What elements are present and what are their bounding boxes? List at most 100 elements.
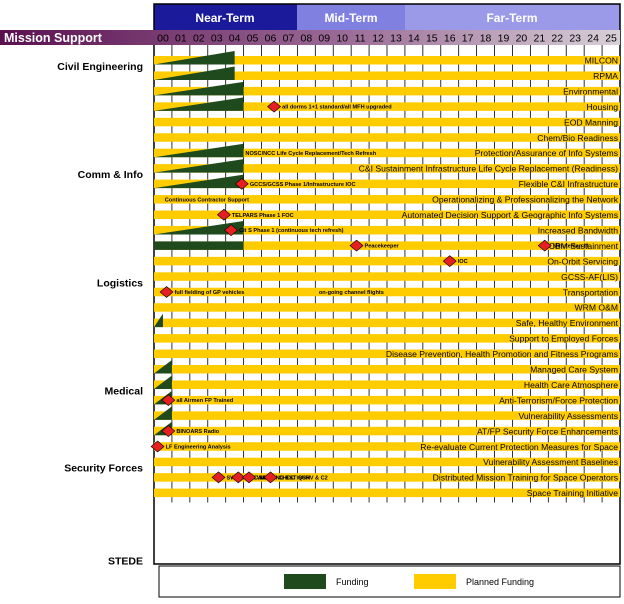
milestone-label: Peacekeeper	[365, 244, 400, 250]
phase-header-far	[405, 4, 620, 30]
row-label: Housing	[586, 102, 618, 112]
year-tick-label: 15	[426, 33, 438, 45]
planned-funding-bar	[154, 488, 620, 498]
year-tick-label: 00	[157, 33, 169, 45]
milestone-label: IOC	[458, 259, 468, 265]
row-label: Re-evaluate Current Protection Measures …	[420, 442, 618, 452]
milestone-label: TELPARS Phase 1 FOC	[232, 213, 294, 219]
planned-funding-bar	[154, 411, 620, 420]
funding-wedge	[154, 66, 235, 80]
chart-title: Mission Support	[4, 31, 103, 45]
row-label: AT/FP Security Force Enhancements	[477, 426, 618, 436]
legend-label-funding: Funding	[336, 577, 369, 587]
year-tick-label: 14	[408, 33, 420, 45]
funding-wedge	[154, 159, 244, 173]
row-label: Flexible C&I Infrastructure	[519, 179, 619, 189]
year-tick-label: 09	[318, 33, 330, 45]
row-label: Operationalizing & Professionalizing the…	[432, 195, 619, 205]
year-tick-label: 25	[605, 33, 617, 45]
planned-funding-bar	[154, 473, 620, 482]
row-label: Disease Prevention, Health Promotion and…	[386, 349, 618, 359]
funding-wedge	[154, 143, 244, 158]
funding-wedge	[154, 406, 172, 420]
row-label: Automated Decision Support & Geographic …	[402, 210, 618, 220]
milestone-label: Continuous Contractor Support	[165, 197, 249, 203]
planned-funding-bar	[154, 365, 620, 374]
year-tick-label: 01	[175, 33, 187, 45]
milestone-marker	[161, 394, 176, 407]
milestone-marker	[216, 208, 231, 221]
milestone-marker	[242, 471, 256, 484]
milestone-marker	[231, 471, 246, 484]
row-label: Vulnerability Assessment Baselines	[483, 457, 618, 467]
planned-funding-bar	[154, 457, 620, 467]
milestone-label: all Airmen FP Trained	[176, 398, 233, 404]
roadmap-rows: MILCON RPMA Environmental Housing all dorms …	[150, 51, 620, 498]
milestone-marker	[234, 177, 249, 190]
category-label: STEDE	[108, 555, 143, 567]
funding-wedge	[154, 313, 163, 328]
milestone-label: Cit S Phase 1 (continuous tech refresh)	[239, 228, 344, 234]
legend-swatch-funding	[284, 574, 326, 589]
milestone-label: full fielding of GP vehicles	[175, 290, 245, 296]
milestone-label: Minuteman III	[553, 244, 589, 250]
row-label: GCSS-AF(LIS)	[561, 272, 618, 282]
planned-funding-bar	[154, 380, 620, 389]
row-label: ICBM Sustainment	[546, 241, 618, 251]
year-tick-label: 13	[390, 33, 402, 45]
planned-funding-bar	[154, 225, 620, 235]
row-label: Increased Bandwidth	[538, 225, 618, 235]
year-axis: 00 01 02 03 04 05 06 07 08 09 10 11 12 13 14 15 16 17 18 19…	[157, 33, 617, 45]
milestone-label: on-going channel flights	[319, 290, 384, 296]
row-label: Protection/Assurance of Info Systems	[475, 148, 618, 158]
row-label: Chem/Bio Readiness	[537, 133, 618, 143]
year-tick-label: 20	[516, 33, 528, 45]
category-label: Civil Engineering	[57, 61, 143, 73]
planned-funding-bar	[154, 272, 620, 281]
year-tick-label: 23	[569, 33, 581, 45]
milestone-label: HSL SRG	[246, 475, 271, 481]
row-label: Transportation	[563, 287, 618, 297]
funding-wedge	[154, 174, 244, 189]
row-label: Managed Care System	[530, 365, 618, 375]
milestone-label: LF Engineering Analysis	[166, 445, 231, 451]
milestone-marker	[224, 224, 239, 237]
year-tick-label: 02	[193, 33, 205, 45]
funding-wedge	[154, 375, 172, 389]
row-label: Vulnerability Assessments	[518, 411, 618, 421]
category-label: Logistics	[97, 277, 143, 289]
year-tick-label: 10	[336, 33, 348, 45]
planned-funding-bar	[154, 195, 620, 204]
milestone-marker	[161, 425, 176, 437]
planned-funding-bar	[154, 349, 620, 359]
row-label: C&I Sustainment Infrastructure Life Cycl…	[359, 164, 618, 174]
planned-funding-bar	[154, 117, 620, 127]
milestone-label: WARNING EST SURV & C2	[257, 475, 328, 481]
category-label: Comm & Info	[78, 169, 143, 181]
row-label: Environmental	[563, 86, 618, 96]
legend-box	[158, 565, 621, 598]
phase-header-near	[154, 4, 297, 30]
milestone-marker	[537, 239, 552, 252]
mission-support-header-bar	[0, 30, 620, 45]
milestone-marker	[267, 100, 282, 113]
funding-wedge	[154, 81, 244, 96]
year-tick-label: 07	[283, 33, 295, 45]
milestone-marker	[442, 255, 457, 267]
year-tick-label: 21	[534, 33, 546, 45]
year-tick-label: 17	[462, 33, 474, 45]
year-tick-label: 12	[372, 33, 384, 45]
phase-label-mid: Mid-Term	[324, 11, 377, 25]
milestone-marker	[349, 239, 364, 252]
row-label: RPMA	[593, 71, 618, 81]
row-label: Safe, Healthy Environment	[516, 318, 619, 328]
milestone-label: NOSC/NCC Life Cycle Replacement/Tech Ref…	[245, 151, 376, 157]
planned-funding-bar	[154, 241, 620, 250]
funding-wedge	[154, 360, 172, 374]
milestone-label: CHOC IQSH	[279, 475, 311, 481]
funding-wedge	[154, 220, 244, 235]
year-tick-label: 24	[587, 33, 599, 45]
funding-bar	[154, 241, 244, 250]
planned-funding-bar	[154, 56, 620, 65]
